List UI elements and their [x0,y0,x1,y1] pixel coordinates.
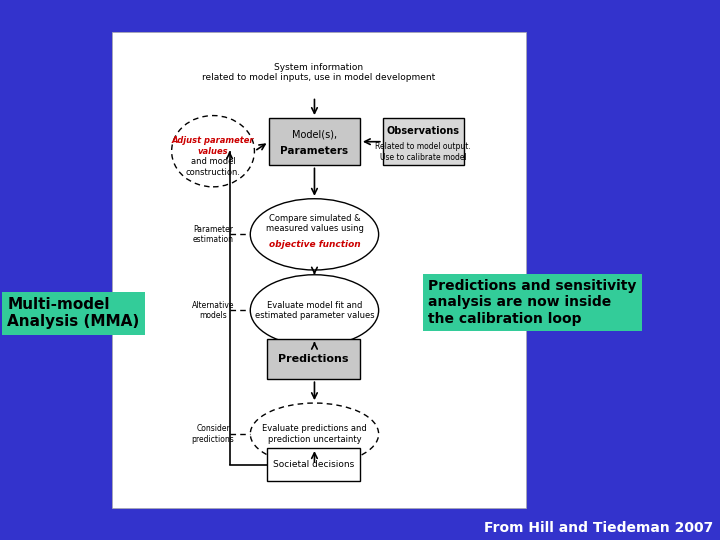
Text: Multi-model
Analysis (MMA): Multi-model Analysis (MMA) [7,297,140,329]
FancyBboxPatch shape [112,32,526,508]
FancyBboxPatch shape [267,448,360,482]
Text: Related to model output.
Use to calibrate model: Related to model output. Use to calibrat… [375,143,471,162]
Text: construction.: construction. [186,168,240,177]
Text: Compare simulated &
measured values using: Compare simulated & measured values usin… [266,214,364,233]
Text: and model: and model [191,157,235,166]
Ellipse shape [251,275,379,346]
Text: System information
related to model inputs, use in model development: System information related to model inpu… [202,63,435,83]
FancyBboxPatch shape [269,118,360,165]
Text: Evaluate model fit and
estimated parameter values: Evaluate model fit and estimated paramet… [255,301,374,320]
Ellipse shape [251,199,379,270]
Text: Parameters: Parameters [280,146,348,156]
Text: Observations: Observations [387,126,459,136]
Text: Parameter
estimation: Parameter estimation [192,225,233,244]
Text: Societal decisions: Societal decisions [273,460,354,469]
Text: Predictions: Predictions [278,354,348,364]
Text: Consider
predictions: Consider predictions [192,424,235,444]
Text: Predictions and sensitivity
analysis are now inside
the calibration loop: Predictions and sensitivity analysis are… [428,279,636,326]
Ellipse shape [251,403,379,465]
Text: values: values [198,147,228,156]
FancyBboxPatch shape [267,339,360,379]
FancyBboxPatch shape [383,118,464,165]
Ellipse shape [171,116,254,187]
Text: Model(s),: Model(s), [292,130,337,139]
Text: Evaluate predictions and
prediction uncertainty: Evaluate predictions and prediction unce… [262,424,366,444]
Text: Adjust parameter: Adjust parameter [172,136,254,145]
Text: objective function: objective function [269,240,360,249]
Text: Alternative
models: Alternative models [192,301,234,320]
Text: From Hill and Tiedeman 2007: From Hill and Tiedeman 2007 [484,521,713,535]
